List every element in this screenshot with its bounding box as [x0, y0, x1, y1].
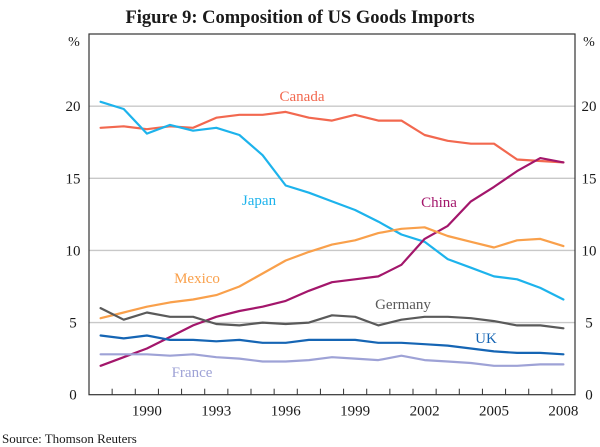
series-line-germany	[99, 307, 565, 330]
y-tick-label-left: 10	[66, 243, 81, 259]
y-tick-label-left: 15	[66, 171, 81, 187]
series-line-china	[99, 157, 565, 367]
series-lines	[99, 100, 565, 367]
y-tick-label-left: 20	[66, 99, 81, 115]
series-line-mexico	[99, 226, 565, 320]
plot-frame	[88, 33, 576, 396]
series-label-china: China	[421, 195, 457, 211]
source-note: Source: Thomson Reuters	[2, 431, 137, 446]
y-unit-right: %	[583, 35, 595, 50]
series-line-japan	[99, 100, 565, 301]
series-label-japan: Japan	[242, 193, 277, 209]
series-line-uk	[99, 334, 565, 356]
y-tick-label-left: 5	[69, 316, 77, 332]
series-label-germany: Germany	[375, 297, 431, 313]
y-tick-label-right: 5	[585, 316, 593, 332]
y-tick-label-right: 10	[582, 243, 597, 259]
y-tick-label-right: 0	[585, 388, 593, 404]
x-axis-ticks	[111, 388, 553, 395]
x-axis-labels: 1990 1993 1996 1999 2002 2005 2008	[132, 404, 579, 420]
chart-title: Figure 9: Composition of US Goods Import…	[125, 8, 474, 28]
x-tick-label: 2005	[479, 404, 509, 420]
series-line-france	[99, 353, 565, 367]
x-tick-label: 1999	[340, 404, 370, 420]
y-tick-label-right: 15	[582, 171, 597, 187]
x-tick-label: 2002	[410, 404, 440, 420]
x-tick-label: 1990	[132, 404, 162, 420]
gridlines	[89, 105, 575, 324]
x-tick-label: 1996	[271, 404, 302, 420]
y-tick-label-right: 20	[582, 99, 597, 115]
series-label-mexico: Mexico	[174, 271, 220, 287]
y-tick-label-left: 0	[69, 388, 77, 404]
x-tick-label: 1993	[201, 404, 231, 420]
series-label-canada: Canada	[280, 89, 325, 105]
y-axis-labels: 0 0 5 5 10 10 15 15 20 20	[66, 99, 597, 404]
series-label-france: France	[172, 365, 213, 381]
series-label-uk: UK	[475, 331, 497, 347]
series-line-canada	[99, 110, 565, 164]
y-unit-left: %	[68, 35, 80, 50]
x-tick-label: 2008	[548, 404, 578, 420]
